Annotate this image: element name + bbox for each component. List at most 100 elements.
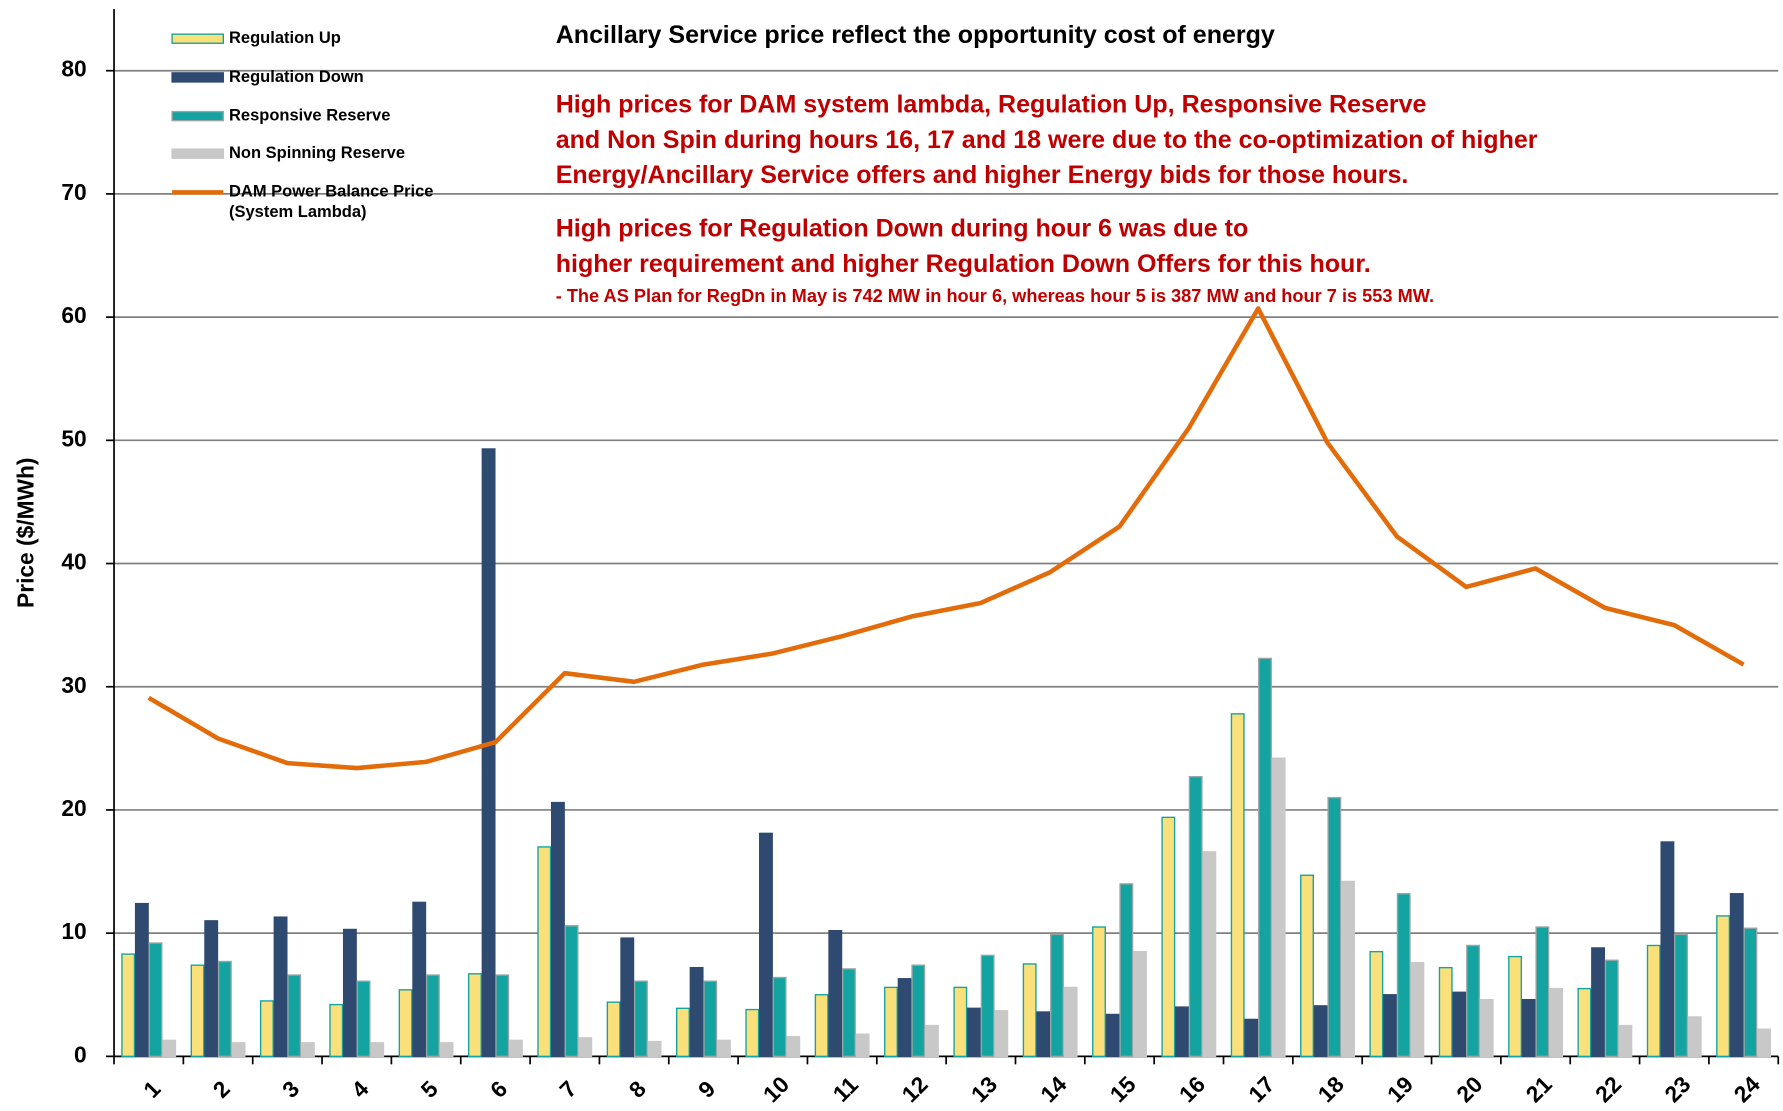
bar [994, 1010, 1009, 1058]
legend-swatch [171, 110, 224, 122]
bar [1133, 950, 1147, 1058]
bar [508, 1039, 523, 1058]
bar [1660, 841, 1675, 1058]
bar [1535, 926, 1550, 1058]
bar [814, 994, 829, 1058]
x-tick-label: 21 [1521, 1071, 1558, 1108]
bar [1063, 986, 1078, 1058]
bar [911, 964, 926, 1058]
bar [162, 1039, 177, 1058]
bar [495, 974, 510, 1058]
bar [1036, 1011, 1051, 1058]
bar [676, 1007, 690, 1058]
bar [1604, 959, 1619, 1058]
bar [1479, 999, 1494, 1058]
y-tick-label: 70 [61, 179, 86, 205]
bar [398, 989, 413, 1058]
bar [897, 978, 912, 1058]
bar [1438, 966, 1453, 1058]
bar [1341, 880, 1355, 1058]
legend-label: DAM Power Balance Price (System Lambda) [229, 183, 434, 221]
bar [745, 1008, 760, 1058]
y-tick-label: 60 [61, 302, 86, 328]
y-tick-label: 30 [61, 672, 86, 698]
x-tick-label: 5 [416, 1075, 444, 1103]
bar [1452, 991, 1467, 1058]
x-tick-label: 10 [758, 1071, 794, 1107]
bar [716, 1039, 731, 1058]
bar [620, 937, 635, 1058]
y-tick-label: 40 [61, 549, 86, 575]
bar [273, 916, 288, 1058]
bar [370, 1042, 385, 1058]
bar [259, 1000, 274, 1058]
bar [1716, 915, 1731, 1058]
bar [1050, 933, 1064, 1058]
x-tick-label: 17 [1243, 1071, 1279, 1107]
bar [980, 954, 995, 1058]
bar [1258, 657, 1272, 1058]
bar [231, 1042, 246, 1058]
bar [1410, 962, 1425, 1058]
bar [855, 1033, 870, 1058]
bar [204, 920, 219, 1058]
annotation: higher requirement and higher Regulation… [556, 250, 1371, 278]
legend-label: Regulation Up [229, 29, 341, 47]
x-tick-label: 4 [346, 1075, 374, 1103]
plot-area [114, 9, 1779, 1057]
x-tick-label: 13 [966, 1071, 1002, 1107]
x-tick-label: 6 [485, 1075, 512, 1102]
bar [1618, 1024, 1633, 1058]
x-tick-label: 19 [1382, 1071, 1418, 1107]
bar [633, 980, 648, 1058]
bar [329, 1003, 344, 1058]
bar [689, 966, 704, 1058]
legend-label: Regulation Down [229, 68, 364, 86]
bar [1271, 757, 1286, 1058]
y-tick-label: 80 [61, 56, 86, 82]
x-tick-label: 3 [277, 1075, 304, 1102]
bar [1508, 955, 1523, 1058]
bar [578, 1037, 593, 1058]
bar [703, 980, 718, 1058]
bar [1743, 927, 1758, 1058]
x-tick-label: 16 [1174, 1071, 1210, 1107]
bar [1521, 999, 1536, 1058]
bar [1244, 1018, 1259, 1058]
x-tick-label: 2 [208, 1075, 235, 1102]
bar [1313, 1005, 1328, 1058]
bar [1577, 987, 1592, 1058]
bar [1383, 994, 1397, 1058]
x-tick-label: 15 [1105, 1071, 1142, 1108]
bar [953, 986, 968, 1058]
legend-swatch [171, 148, 224, 159]
bar [828, 930, 843, 1058]
bar [772, 976, 787, 1058]
bar [300, 1042, 315, 1058]
legend-label: Non Spinning Reserve [229, 144, 405, 162]
bar [1175, 1006, 1189, 1058]
y-axis-label: Price ($/MWh) [13, 458, 39, 608]
annotation: - The AS Plan for RegDn in May is 742 MW… [556, 286, 1434, 306]
y-tick-label: 20 [61, 795, 86, 821]
bar [564, 925, 579, 1058]
x-tick-label: 12 [896, 1071, 932, 1107]
y-tick-label: 50 [61, 425, 86, 451]
x-tick-label: 8 [624, 1075, 651, 1102]
bar [439, 1042, 454, 1058]
bar [1687, 1016, 1702, 1058]
bar [1022, 963, 1037, 1058]
bar [217, 960, 232, 1058]
annotation: High prices for Regulation Down during h… [556, 215, 1249, 243]
x-tick-label: 11 [828, 1071, 864, 1107]
x-tick-label: 14 [1035, 1071, 1072, 1108]
x-tick-label: 7 [554, 1075, 581, 1102]
legend-label: Responsive Reserve [229, 106, 390, 124]
bar [1396, 893, 1411, 1058]
annotation: High prices for DAM system lambda, Regul… [556, 90, 1427, 118]
x-tick-label: 24 [1729, 1071, 1766, 1108]
bar [1646, 944, 1661, 1058]
x-tick-label: 1 [138, 1075, 166, 1103]
annotation: Energy/Ancillary Service offers and high… [556, 161, 1409, 189]
bar [1202, 851, 1217, 1058]
